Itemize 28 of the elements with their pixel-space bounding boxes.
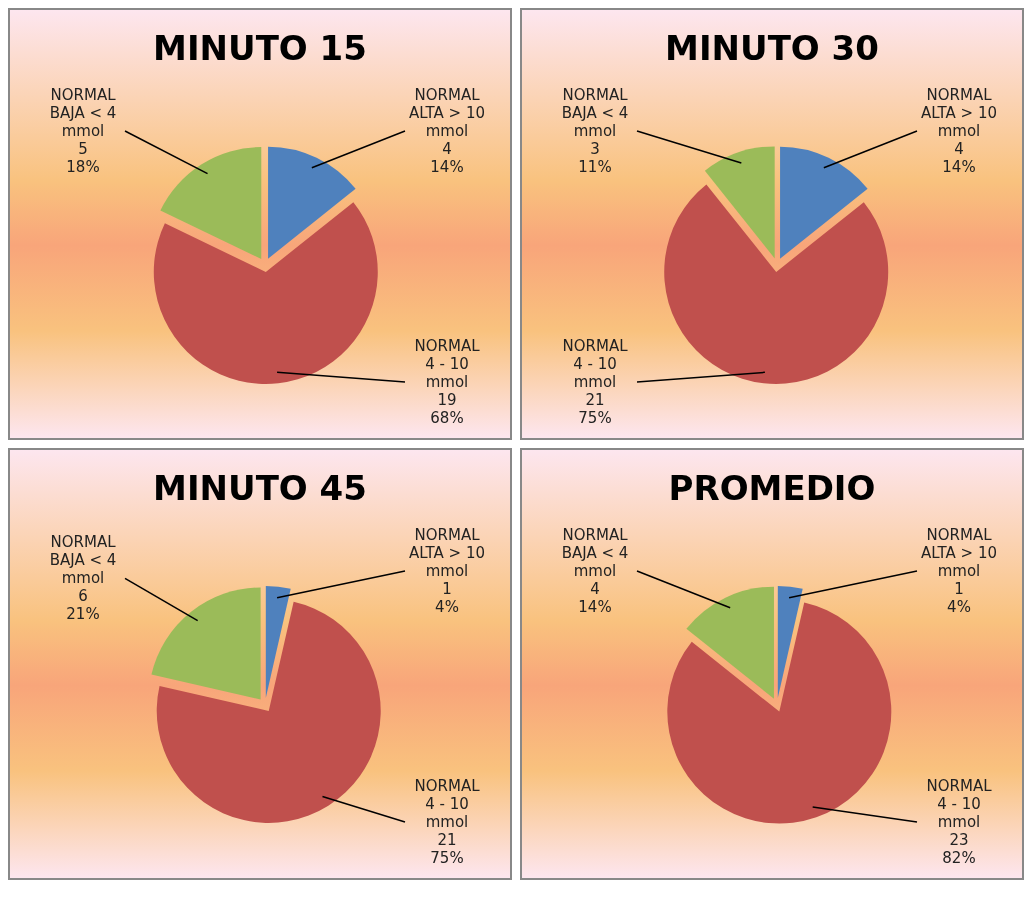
slice-label: NORMAL ALTA > 10 mmol	[408, 525, 486, 580]
chart-title: MINUTO 45	[152, 468, 368, 508]
data-label: 23 82%	[942, 830, 976, 867]
data-label: 3 11%	[578, 139, 612, 176]
slice-label: NORMAL 4 - 10 mmol	[414, 776, 481, 831]
chart-title: MINUTO 15	[152, 28, 368, 68]
data-label: 4 14%	[578, 579, 612, 616]
slice-label: NORMAL ALTA > 10 mmol	[408, 85, 486, 140]
slice-label: NORMAL BAJA < 4 mmol	[49, 532, 117, 587]
data-label: 19 68%	[430, 390, 464, 427]
data-label: 1 4%	[435, 579, 459, 616]
data-label: 1 4%	[947, 579, 971, 616]
slice-label: NORMAL BAJA < 4 mmol	[561, 85, 629, 140]
chart-title: MINUTO 30	[664, 28, 880, 68]
data-label: 5 18%	[66, 139, 100, 176]
data-label: 21 75%	[430, 830, 464, 867]
slice-label: NORMAL 4 - 10 mmol	[926, 776, 993, 831]
data-label: 6 21%	[66, 586, 100, 623]
chart-title: PROMEDIO	[667, 468, 877, 508]
slice-label: NORMAL BAJA < 4 mmol	[49, 85, 117, 140]
slice-label: NORMAL 4 - 10 mmol	[414, 336, 481, 391]
data-label: 4 14%	[430, 139, 464, 176]
slice-label: NORMAL ALTA > 10 mmol	[920, 85, 998, 140]
data-label: 4 14%	[942, 139, 976, 176]
slice-label: NORMAL 4 - 10 mmol	[562, 336, 629, 391]
data-label: 21 75%	[578, 390, 612, 427]
slice-label: NORMAL ALTA > 10 mmol	[920, 525, 998, 580]
slice-label: NORMAL BAJA < 4 mmol	[561, 525, 629, 580]
